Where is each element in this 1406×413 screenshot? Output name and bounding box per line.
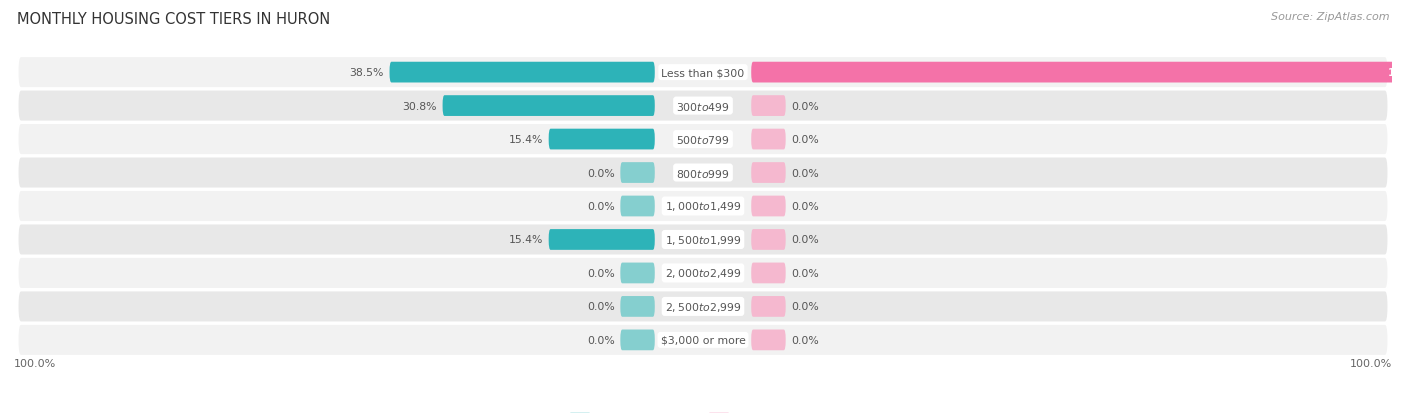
- Text: MONTHLY HOUSING COST TIERS IN HURON: MONTHLY HOUSING COST TIERS IN HURON: [17, 12, 330, 27]
- FancyBboxPatch shape: [751, 330, 786, 350]
- FancyBboxPatch shape: [548, 230, 655, 250]
- Text: 0.0%: 0.0%: [792, 135, 818, 145]
- Text: $800 to $999: $800 to $999: [676, 167, 730, 179]
- Text: $500 to $799: $500 to $799: [676, 134, 730, 146]
- Text: 0.0%: 0.0%: [588, 335, 614, 345]
- FancyBboxPatch shape: [17, 123, 1389, 156]
- FancyBboxPatch shape: [751, 196, 786, 217]
- Text: 30.8%: 30.8%: [402, 101, 437, 112]
- FancyBboxPatch shape: [548, 129, 655, 150]
- FancyBboxPatch shape: [751, 230, 786, 250]
- FancyBboxPatch shape: [751, 96, 786, 117]
- Text: 0.0%: 0.0%: [792, 268, 818, 278]
- FancyBboxPatch shape: [17, 291, 1389, 323]
- FancyBboxPatch shape: [620, 163, 655, 183]
- FancyBboxPatch shape: [751, 129, 786, 150]
- Text: 0.0%: 0.0%: [792, 301, 818, 312]
- Text: $3,000 or more: $3,000 or more: [661, 335, 745, 345]
- Text: 0.0%: 0.0%: [792, 335, 818, 345]
- FancyBboxPatch shape: [751, 263, 786, 284]
- Text: 0.0%: 0.0%: [588, 202, 614, 211]
- Text: 0.0%: 0.0%: [792, 202, 818, 211]
- Text: 0.0%: 0.0%: [588, 168, 614, 178]
- Text: 38.5%: 38.5%: [350, 68, 384, 78]
- FancyBboxPatch shape: [443, 96, 655, 117]
- Text: 0.0%: 0.0%: [588, 301, 614, 312]
- FancyBboxPatch shape: [620, 263, 655, 284]
- FancyBboxPatch shape: [17, 90, 1389, 122]
- Text: 15.4%: 15.4%: [509, 135, 543, 145]
- FancyBboxPatch shape: [17, 157, 1389, 189]
- Text: 100.0%: 100.0%: [1350, 358, 1392, 368]
- Text: 100.0%: 100.0%: [1388, 68, 1406, 78]
- Text: $2,000 to $2,499: $2,000 to $2,499: [665, 267, 741, 280]
- FancyBboxPatch shape: [751, 296, 786, 317]
- Text: Source: ZipAtlas.com: Source: ZipAtlas.com: [1271, 12, 1389, 22]
- FancyBboxPatch shape: [17, 257, 1389, 290]
- Text: 0.0%: 0.0%: [792, 168, 818, 178]
- Text: 100.0%: 100.0%: [14, 358, 56, 368]
- FancyBboxPatch shape: [389, 63, 655, 83]
- Text: 0.0%: 0.0%: [792, 101, 818, 112]
- FancyBboxPatch shape: [620, 196, 655, 217]
- FancyBboxPatch shape: [751, 163, 786, 183]
- FancyBboxPatch shape: [17, 224, 1389, 256]
- FancyBboxPatch shape: [751, 63, 1406, 83]
- FancyBboxPatch shape: [17, 324, 1389, 356]
- FancyBboxPatch shape: [620, 330, 655, 350]
- Text: $300 to $499: $300 to $499: [676, 100, 730, 112]
- Text: $1,500 to $1,999: $1,500 to $1,999: [665, 233, 741, 247]
- FancyBboxPatch shape: [17, 190, 1389, 223]
- Text: 15.4%: 15.4%: [509, 235, 543, 245]
- FancyBboxPatch shape: [620, 296, 655, 317]
- Text: $2,500 to $2,999: $2,500 to $2,999: [665, 300, 741, 313]
- FancyBboxPatch shape: [17, 57, 1389, 89]
- Text: 0.0%: 0.0%: [792, 235, 818, 245]
- Text: $1,000 to $1,499: $1,000 to $1,499: [665, 200, 741, 213]
- Text: 0.0%: 0.0%: [588, 268, 614, 278]
- Text: Less than $300: Less than $300: [661, 68, 745, 78]
